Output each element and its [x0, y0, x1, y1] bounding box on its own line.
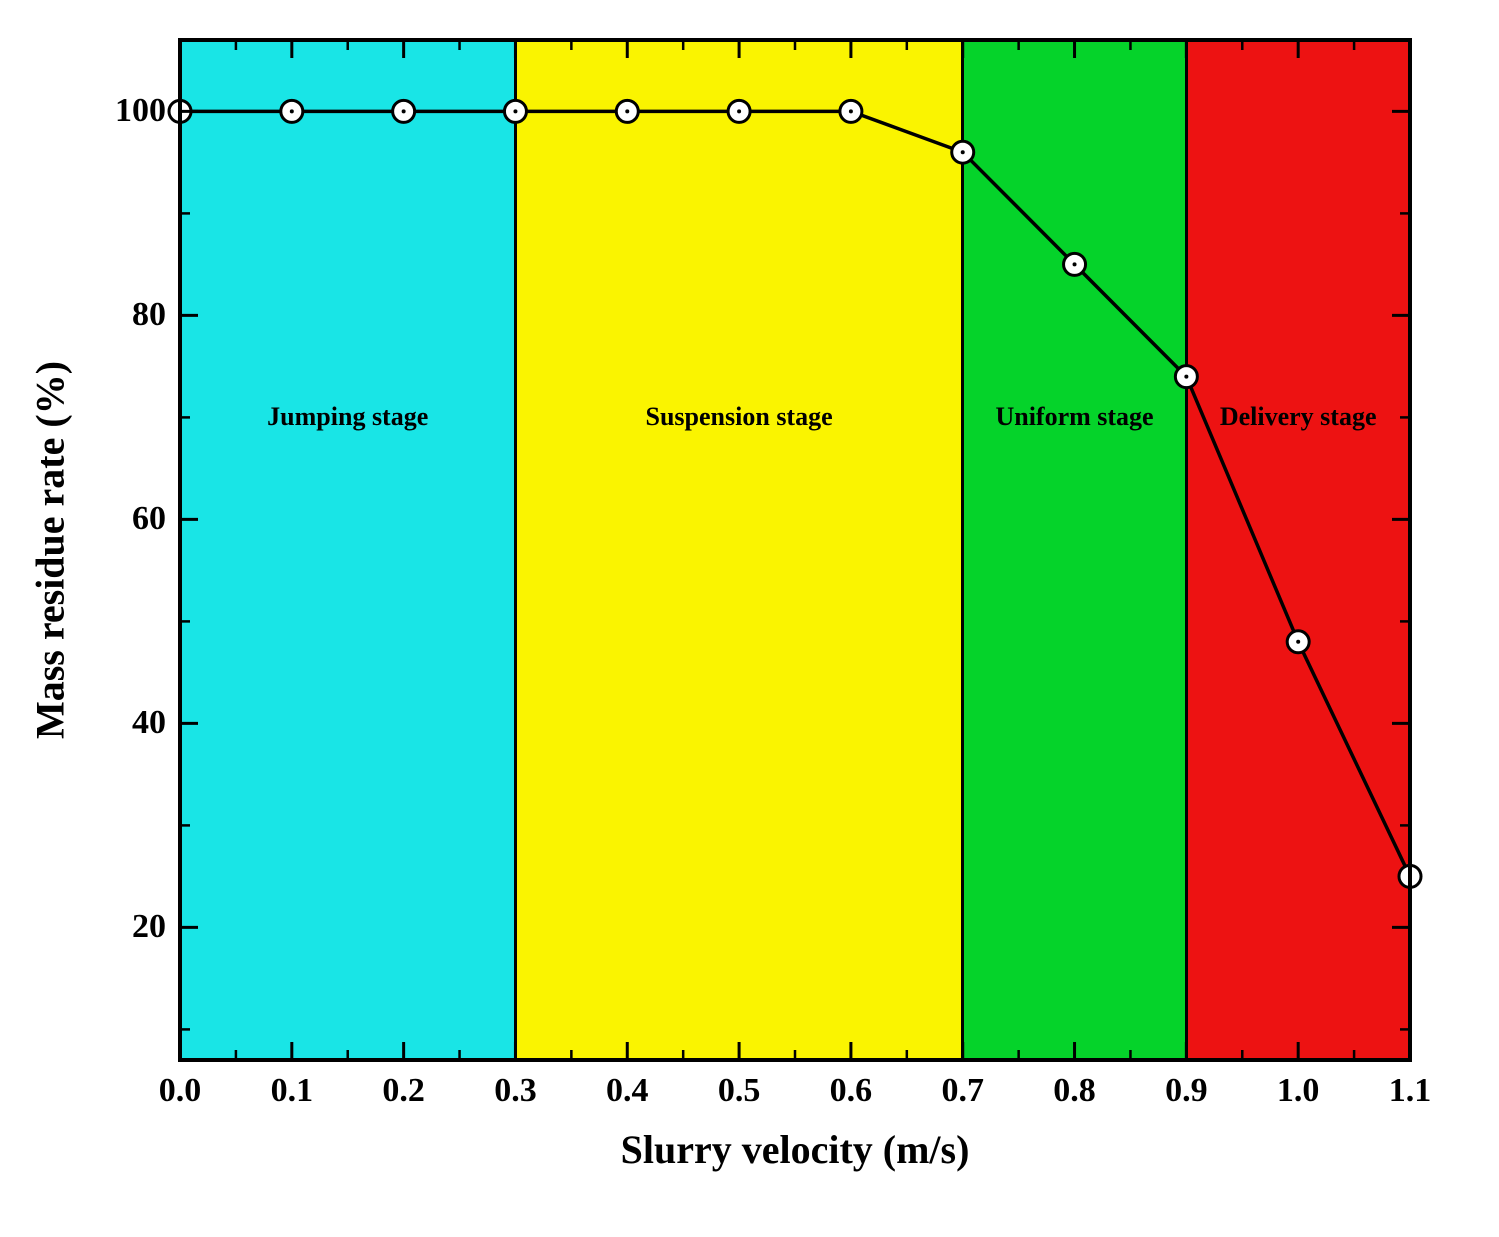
plot-border	[180, 40, 1410, 1060]
x-tick-label: 0.8	[1053, 1072, 1096, 1110]
series-marker-dot	[625, 109, 629, 113]
series-marker-dot	[402, 109, 406, 113]
x-tick-label: 0.3	[494, 1072, 537, 1110]
x-tick-label: 0.5	[718, 1072, 761, 1110]
x-tick-label: 0.1	[271, 1072, 314, 1110]
series-line	[180, 111, 1410, 876]
y-tick-label: 20	[132, 908, 166, 946]
x-tick-label: 1.0	[1277, 1072, 1320, 1110]
series-marker-dot	[290, 109, 294, 113]
x-tick-label: 0.9	[1165, 1072, 1208, 1110]
series-marker-dot	[513, 109, 517, 113]
x-tick-label: 0.4	[606, 1072, 649, 1110]
x-tick-label: 0.7	[941, 1072, 984, 1110]
x-tick-label: 0.2	[382, 1072, 425, 1110]
series-marker-dot	[1073, 262, 1077, 266]
y-tick-label: 80	[132, 296, 166, 334]
series-marker-dot	[961, 150, 965, 154]
x-tick-label: 0.0	[159, 1072, 202, 1110]
series-marker-dot	[737, 109, 741, 113]
series-marker-dot	[1184, 375, 1188, 379]
y-tick-label: 40	[132, 704, 166, 742]
x-tick-label: 0.6	[830, 1072, 873, 1110]
chart-container: Jumping stageSuspension stageUniform sta…	[0, 0, 1499, 1237]
series-marker-dot	[849, 109, 853, 113]
series-marker-dot	[1296, 640, 1300, 644]
y-tick-label: 60	[132, 500, 166, 538]
x-tick-label: 1.1	[1389, 1072, 1432, 1110]
y-tick-label: 100	[115, 92, 166, 130]
